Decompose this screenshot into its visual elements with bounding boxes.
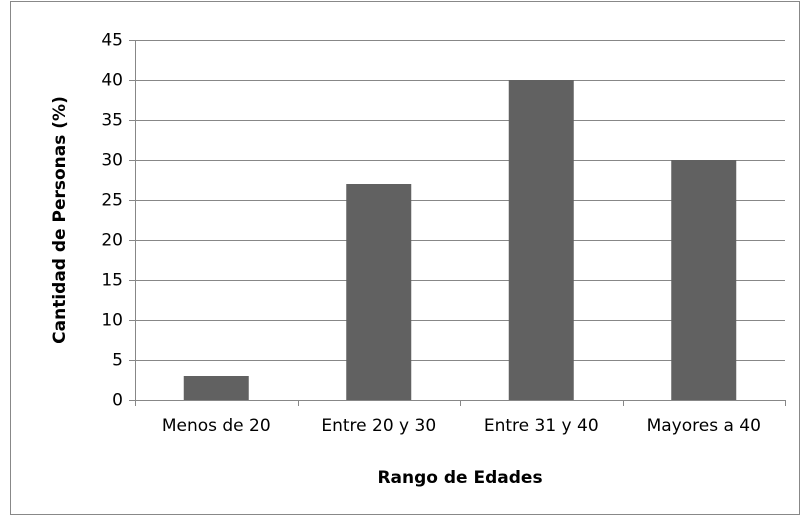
y-axis-label: Cantidad de Personas (%) — [50, 96, 70, 344]
y-tick-label: 40 — [101, 71, 123, 91]
bar — [183, 376, 249, 400]
y-tick-label: 5 — [112, 351, 123, 371]
y-tick-label: 30 — [101, 151, 123, 171]
y-tick-label: 45 — [101, 31, 123, 51]
bar — [346, 184, 412, 400]
x-axis-label: Rango de Edades — [377, 468, 542, 488]
y-tick-label: 10 — [101, 311, 123, 331]
y-tick-label: 25 — [101, 191, 123, 211]
y-tick-label: 15 — [101, 271, 123, 291]
bar — [508, 80, 574, 400]
y-tick-label: 0 — [112, 391, 123, 411]
bar — [671, 160, 737, 400]
x-tick-label: Entre 31 y 40 — [484, 416, 599, 436]
x-tick-label: Entre 20 y 30 — [321, 416, 436, 436]
y-tick-label: 20 — [101, 231, 123, 251]
x-tick-label: Mayores a 40 — [647, 416, 761, 436]
y-tick-label: 35 — [101, 111, 123, 131]
x-tick-label: Menos de 20 — [162, 416, 271, 436]
